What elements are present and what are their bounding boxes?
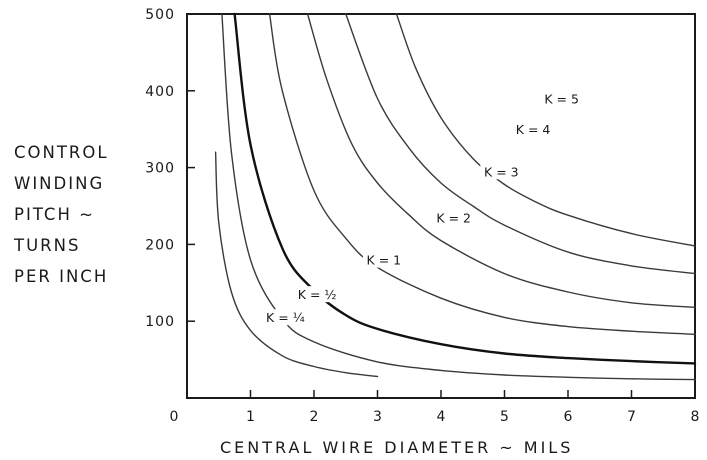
y-axis-label-line: PITCH ~: [14, 205, 95, 224]
curve-label: K = 1: [367, 253, 402, 268]
y-axis-label-line: PER INCH: [14, 267, 109, 286]
plot-frame: [186, 13, 696, 399]
y-axis-label: CONTROL WINDING PITCH ~ TURNS PER INCH: [14, 137, 144, 292]
curve-label-background: [264, 309, 307, 326]
curve-label-background: [362, 251, 405, 268]
x-tick-label: 8: [691, 409, 700, 425]
y-tick-label: 500: [145, 7, 175, 23]
x-tick-label: 0: [170, 409, 179, 425]
x-tick-label: 1: [246, 409, 255, 425]
series-line: [214, 151, 379, 378]
x-axis-label: CENTRAL WIRE DIAMETER ~ MILS: [220, 438, 574, 457]
series-line: [221, 13, 696, 381]
x-tick-label: 5: [500, 409, 509, 425]
x-tick-label: 4: [437, 409, 446, 425]
curve-label: K = 2: [436, 210, 471, 225]
curve-label: K = ¼: [266, 310, 305, 325]
y-tick-label: 100: [145, 314, 175, 330]
curve-label: K = 4: [516, 122, 551, 137]
curve-label-background: [296, 286, 339, 303]
curve-label-background: [540, 90, 583, 107]
series-line: [268, 13, 696, 335]
series-line: [345, 13, 696, 275]
series-line: [233, 12, 697, 365]
curve-label: K = 3: [484, 164, 519, 179]
annotation-layer: K = ¼ K = ½ K = 1 K = 2 K = 3 K = 4 K = 5: [264, 90, 583, 326]
y-tick-label: 300: [145, 161, 175, 177]
curve-label: K = ½: [298, 287, 337, 302]
x-axis-ticks: 0 1 2 3 4 5 6 7 8: [170, 390, 700, 425]
curve-label: K = 5: [544, 91, 579, 106]
series-line: [306, 13, 696, 309]
x-tick-label: 7: [627, 409, 636, 425]
series-layer: [214, 12, 697, 381]
curve-label-background: [432, 209, 475, 226]
y-tick-label: 200: [145, 237, 175, 253]
curve-label-background: [512, 121, 555, 138]
curve-label-background: [480, 163, 523, 180]
y-axis-ticks: 100 200 300 400 500: [145, 7, 195, 330]
series-line: [395, 13, 696, 247]
x-tick-label: 3: [373, 409, 382, 425]
y-axis-label-line: CONTROL: [14, 143, 109, 162]
y-axis-label-line: WINDING: [14, 174, 105, 193]
y-tick-label: 400: [145, 84, 175, 100]
y-axis-label-line: TURNS: [14, 236, 81, 255]
x-tick-label: 2: [310, 409, 319, 425]
x-tick-label: 6: [564, 409, 573, 425]
plot-border: [186, 13, 696, 399]
